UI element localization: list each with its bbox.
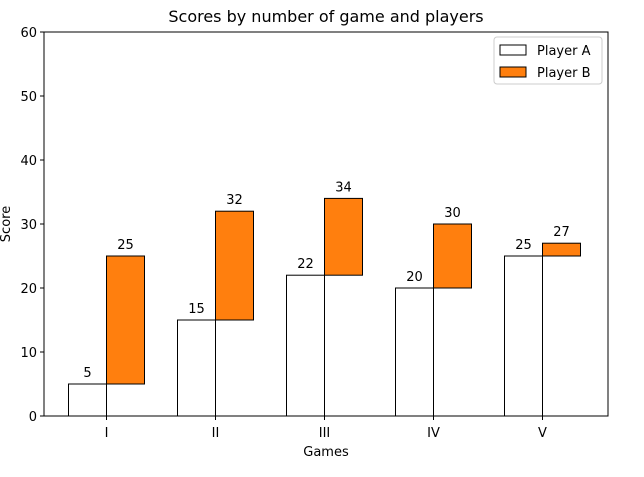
legend-label: Player B: [537, 66, 591, 81]
x-tick-label: II: [212, 426, 220, 441]
y-axis: 0 10 20 30 40 50 60: [20, 26, 44, 425]
data-label-player-a: 20: [406, 270, 423, 285]
bar-player-a: [68, 383, 107, 417]
bar-player-b: [324, 197, 363, 276]
data-label-player-b: 34: [335, 180, 352, 195]
legend: Player A Player B: [493, 36, 603, 85]
y-axis-label: Score: [0, 206, 14, 242]
y-tick-label: 30: [20, 218, 37, 233]
bar-player-b: [433, 223, 472, 289]
bar-player-a: [177, 319, 216, 417]
bar-player-b: [106, 255, 145, 385]
bars-group: [68, 197, 581, 417]
y-tick-label: 60: [20, 26, 37, 41]
data-label-player-b: 30: [444, 206, 461, 221]
data-label-player-a: 25: [515, 238, 532, 253]
y-tick-label: 40: [20, 154, 37, 169]
x-tick-label: III: [319, 426, 331, 441]
bar-player-a: [286, 274, 325, 417]
data-label-player-b: 27: [553, 225, 570, 240]
data-label-player-a: 15: [188, 302, 205, 317]
y-tick-label: 20: [20, 282, 37, 297]
y-tick-label: 10: [20, 346, 37, 361]
legend-swatch: [499, 44, 527, 56]
data-label-player-a: 5: [83, 366, 91, 381]
y-tick-label: 0: [29, 410, 37, 425]
x-tick-label: V: [538, 426, 547, 441]
bar-player-b: [542, 242, 581, 257]
x-tick-label: I: [105, 426, 109, 441]
data-label-player-a: 22: [297, 257, 314, 272]
legend-label: Player A: [537, 44, 591, 59]
bar-player-a: [504, 255, 543, 417]
x-axis-label: Games: [303, 445, 349, 460]
data-label-player-b: 25: [117, 238, 134, 253]
chart-title: Scores by number of game and players: [168, 7, 483, 26]
data-labels-group: 5 25 15 32 22 34 20 30 25 27: [83, 180, 569, 381]
bar-player-a: [395, 287, 434, 417]
y-tick-label: 50: [20, 90, 37, 105]
x-axis: I II III IV V: [105, 416, 547, 441]
x-tick-label: IV: [427, 426, 440, 441]
legend-swatch: [499, 66, 527, 78]
data-label-player-b: 32: [226, 193, 243, 208]
bar-player-b: [215, 210, 254, 321]
